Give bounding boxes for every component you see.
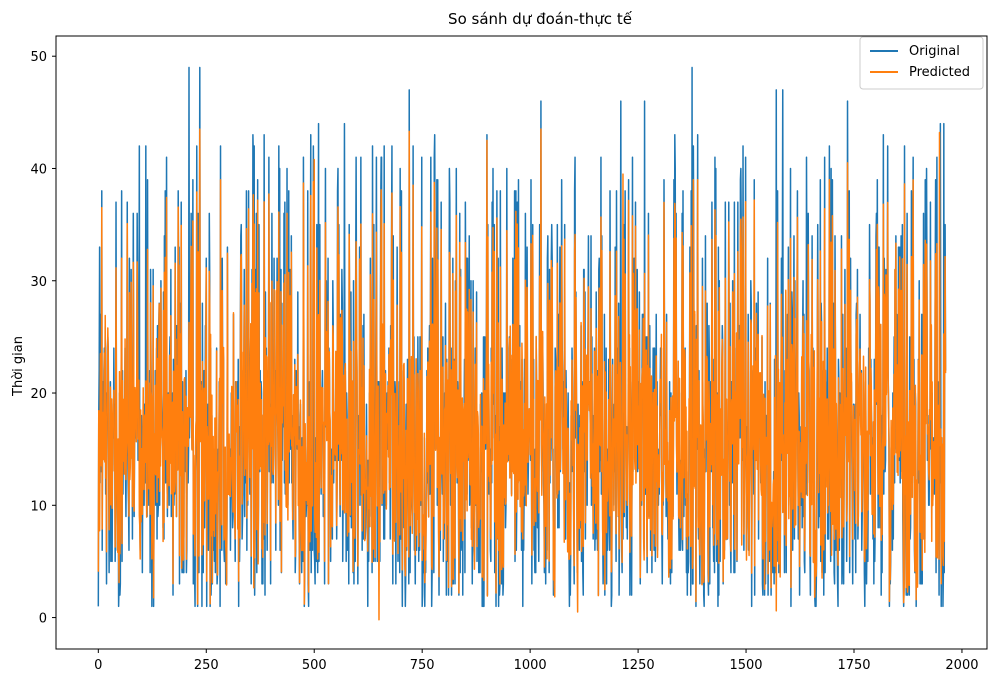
x-tick-label: 500	[302, 658, 327, 673]
x-tick-label: 1000	[514, 658, 547, 673]
y-axis: 0 10 20 30 40 50	[30, 50, 56, 627]
series-line-predicted	[97, 128, 947, 621]
axes-frame	[55, 35, 988, 650]
x-tick-label: 250	[194, 658, 219, 673]
x-tick-label: 1500	[729, 658, 762, 673]
x-tick-label: 2000	[945, 658, 978, 673]
y-tick-label: 10	[30, 499, 47, 514]
y-axis-label: Thời gian	[11, 336, 26, 397]
plot-area	[55, 35, 988, 650]
x-tick-label: 1750	[837, 658, 870, 673]
y-tick-label: 20	[30, 387, 47, 402]
y-tick-label: 40	[30, 162, 47, 177]
x-tick-label: 0	[94, 658, 102, 673]
y-tick-label: 0	[39, 612, 47, 627]
y-tick-label: 50	[30, 50, 47, 65]
x-tick-label: 1250	[622, 658, 655, 673]
x-tick-label: 750	[410, 658, 435, 673]
x-axis: 0 250 500 750 1000 1250 1500 1750 2000	[94, 649, 979, 673]
y-tick-label: 30	[30, 275, 47, 290]
legend-label-original: Original	[909, 44, 960, 59]
chart-title: So sánh dự đoán-thực tế	[448, 10, 633, 28]
legend-label-predicted: Predicted	[909, 65, 970, 80]
legend: Original Predicted	[859, 36, 984, 90]
series-layer	[97, 66, 947, 621]
